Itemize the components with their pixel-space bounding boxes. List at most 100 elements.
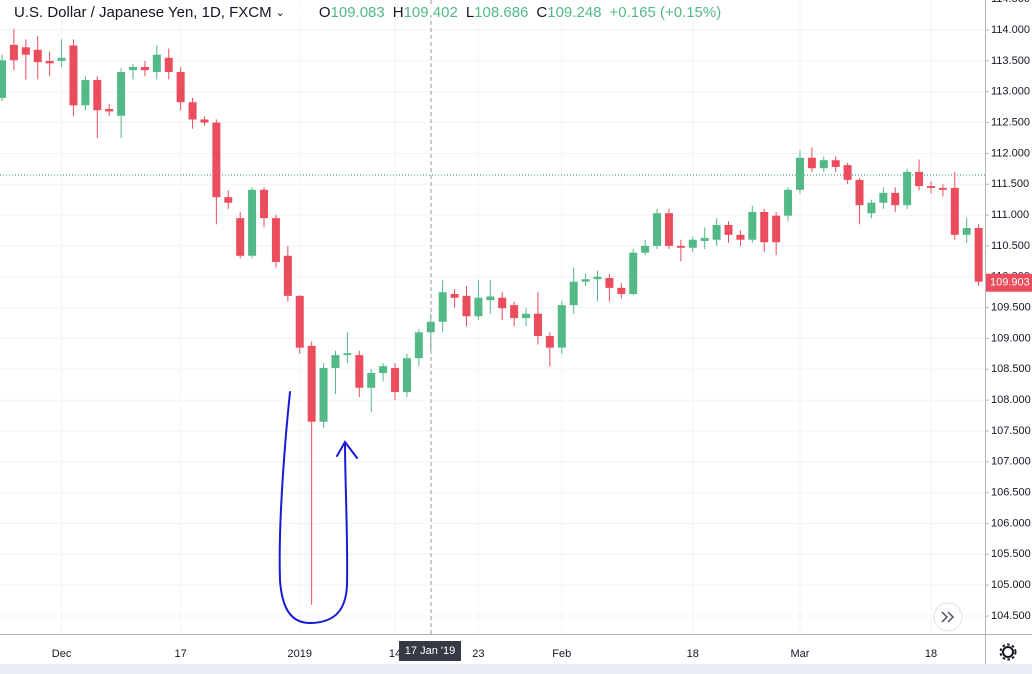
candle-body <box>760 211 769 243</box>
y-tick-label: 114.000 <box>991 24 1030 36</box>
candle-body <box>140 67 149 71</box>
last-price-box <box>986 273 1032 292</box>
candle-body <box>438 292 447 322</box>
candles <box>0 28 983 605</box>
candle-body <box>593 276 602 280</box>
candle-body <box>450 294 459 298</box>
candle-body <box>236 218 245 256</box>
last-price-label: 109.903 <box>990 277 1030 289</box>
crosshair-label-bg <box>399 641 461 661</box>
candle-body <box>522 313 531 319</box>
candle-body <box>307 345 316 422</box>
candle-body <box>474 297 483 317</box>
candle-body <box>105 108 114 112</box>
x-tick-label: 18 <box>687 648 699 660</box>
y-tick-label: 104.500 <box>991 610 1031 622</box>
candle-body <box>617 287 626 295</box>
y-tick-label: 105.000 <box>991 579 1031 591</box>
candle-body <box>295 295 304 348</box>
x-tick-label: Mar <box>790 648 809 660</box>
candle-body <box>879 192 888 203</box>
settings-button[interactable] <box>999 643 1017 661</box>
legend-key: H <box>392 4 404 21</box>
candle-body <box>831 160 840 167</box>
x-tick-label: Feb <box>552 648 571 660</box>
candle-body <box>498 297 507 309</box>
candle-body <box>855 179 864 206</box>
candle-body <box>950 187 959 235</box>
scroll-button[interactable] <box>933 602 963 632</box>
hand-drawn-arrow <box>278 391 358 625</box>
candle-body <box>819 160 828 169</box>
x-tick-label: 14 <box>389 648 401 660</box>
candle-body <box>724 224 733 235</box>
candle-body <box>653 213 662 246</box>
candle-body <box>188 102 197 120</box>
candle-body <box>462 295 471 317</box>
candle-body <box>891 192 900 206</box>
legend-value: 109.402 <box>403 4 458 21</box>
candle-body <box>688 239 697 248</box>
candle-body <box>57 57 66 61</box>
candle-body <box>795 157 804 190</box>
bottom-strip <box>0 664 1032 674</box>
candle-body <box>69 45 78 106</box>
candle-body <box>319 368 328 422</box>
x-tick-label: 23 <box>472 648 484 660</box>
x-tick-label: Dec <box>52 648 72 660</box>
candle-body <box>974 228 983 282</box>
candle-body <box>271 218 280 262</box>
candle-body <box>33 49 42 63</box>
candle-body <box>926 186 935 188</box>
candle-body <box>402 358 411 393</box>
legend-key: L <box>465 4 475 21</box>
legend-key: C <box>536 4 548 21</box>
legend-value: 108.686 <box>474 4 529 21</box>
candle-body <box>664 213 673 246</box>
y-tick-label: 112.000 <box>991 147 1030 159</box>
candle-body <box>93 79 102 111</box>
candle-body <box>414 332 423 359</box>
candle-body <box>355 355 364 388</box>
candle-body <box>9 44 18 61</box>
candle-body <box>557 305 566 348</box>
candle-body <box>938 187 947 190</box>
candle-body <box>807 157 816 169</box>
candle-body <box>331 355 340 369</box>
y-tick-label: 106.000 <box>991 517 1031 529</box>
candle-body <box>784 189 793 216</box>
gear-teeth[interactable] <box>999 643 1017 661</box>
y-tick-label: 109.500 <box>991 302 1031 314</box>
legend-value: 109.083 <box>330 4 385 21</box>
candle-body <box>676 245 685 248</box>
symbol-title: U.S. Dollar / Japanese Yen, 1D, FXCM <box>14 4 272 21</box>
change: +0.165 (+0.15%) <box>609 4 722 21</box>
y-tick-label: 110.500 <box>991 240 1030 252</box>
candle-body <box>641 245 650 253</box>
candle-body <box>343 353 352 356</box>
y-tick-label: 106.500 <box>991 487 1031 499</box>
y-tick-label: 111.000 <box>991 209 1029 221</box>
candle-body <box>605 277 614 288</box>
candle-body <box>81 79 90 106</box>
candle-body <box>843 165 852 180</box>
candle-body <box>283 255 292 296</box>
candle-body <box>176 71 185 103</box>
y-tick-label: 112.500 <box>991 116 1030 128</box>
x-tick-label: 17 <box>175 648 187 660</box>
candle-body <box>391 368 400 393</box>
caret[interactable]: ⌄ <box>275 7 285 19</box>
y-tick-label: 108.000 <box>991 394 1031 406</box>
candle-body <box>0 60 6 98</box>
candle-body <box>569 281 578 306</box>
gear-icon[interactable] <box>1002 646 1014 658</box>
candle-body <box>486 296 495 301</box>
candle-body <box>164 57 173 72</box>
candle-body <box>545 335 554 348</box>
candle-body <box>152 54 161 72</box>
candle-body <box>379 366 388 373</box>
candle-body <box>260 189 269 219</box>
scroll-icon[interactable] <box>941 611 955 623</box>
